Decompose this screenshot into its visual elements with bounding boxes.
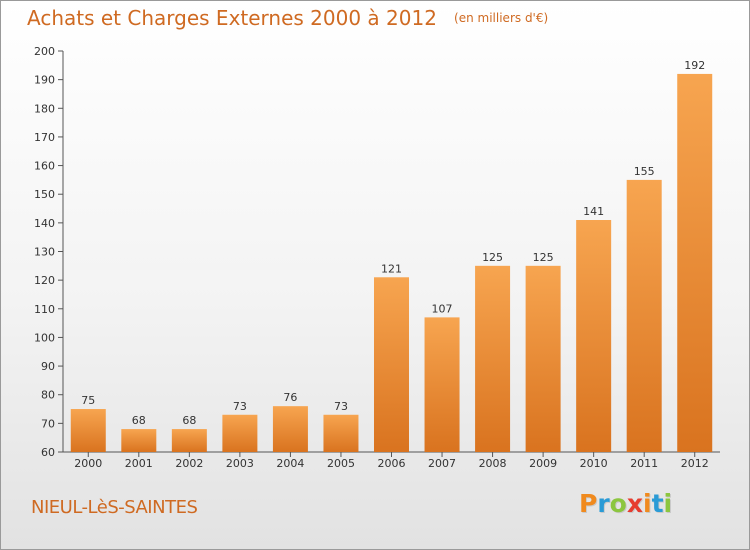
y-tick-label: 140 <box>34 217 55 230</box>
y-tick-label: 80 <box>41 389 55 402</box>
y-tick-label: 120 <box>34 274 55 287</box>
y-tick-label: 90 <box>41 360 55 373</box>
x-tick-label: 2007 <box>428 457 456 470</box>
bar-value-label: 76 <box>283 391 297 404</box>
bar-2002 <box>171 429 207 452</box>
bar-value-label: 75 <box>81 394 95 407</box>
chart-subtitle: (en milliers d'€) <box>454 11 549 25</box>
y-tick-label: 170 <box>34 131 55 144</box>
bar-2001 <box>121 429 157 452</box>
y-tick-label: 100 <box>34 331 55 344</box>
bar-2011 <box>626 179 662 452</box>
bar-value-label: 192 <box>684 59 705 72</box>
bars: 75 68 68 73 76 73 121 107 125 125 141 155 192 <box>70 59 713 453</box>
y-tick-label: 160 <box>34 160 55 173</box>
y-tick-label: 180 <box>34 102 55 115</box>
bar-value-label: 73 <box>334 400 348 413</box>
x-tick-label: 2004 <box>276 457 304 470</box>
bar-2010 <box>576 219 612 452</box>
x-tick-label: 2003 <box>226 457 254 470</box>
x-tick-label: 2009 <box>529 457 557 470</box>
x-tick-label: 2012 <box>681 457 709 470</box>
x-tick-label: 2005 <box>327 457 355 470</box>
bar-2009 <box>525 265 561 452</box>
bar-value-label: 73 <box>233 400 247 413</box>
title-block: Achats et Charges Externes 2000 à 2012 (… <box>27 6 548 30</box>
bar-2000 <box>70 409 106 452</box>
chart-title: Achats et Charges Externes 2000 à 2012 <box>27 6 437 30</box>
y-tick-label: 60 <box>41 446 55 459</box>
y-tick-label: 200 <box>34 45 55 58</box>
bar-2008 <box>475 265 511 452</box>
x-tick-label: 2000 <box>74 457 102 470</box>
bar-value-label: 125 <box>533 251 554 264</box>
bar-2012 <box>677 73 713 453</box>
bar-value-label: 121 <box>381 262 402 275</box>
bar-value-label: 141 <box>583 205 604 218</box>
bar-2004 <box>272 406 308 452</box>
x-tick-label: 2011 <box>630 457 658 470</box>
y-axis: 60 70 80 90 100 110 120 130 140 150 160 170 180 190 20… <box>34 45 64 459</box>
y-tick-label: 70 <box>41 417 55 430</box>
bar-value-label: 125 <box>482 251 503 264</box>
bar-value-label: 155 <box>634 165 655 178</box>
bar-2003 <box>222 414 258 452</box>
bar-value-label: 68 <box>182 414 196 427</box>
y-tick-label: 190 <box>34 74 55 87</box>
bar-2006 <box>374 277 409 452</box>
proxiti-logo[interactable]: Proxiti <box>579 489 673 518</box>
commune-name: NIEUL-LèS-SAINTES <box>31 497 198 518</box>
bar-2007 <box>424 317 460 452</box>
x-axis: 2000 2001 2002 2003 2004 2005 2006 2007 2008 2009… <box>63 451 720 470</box>
y-tick-label: 150 <box>34 188 55 201</box>
x-tick-label: 2002 <box>175 457 203 470</box>
x-tick-label: 2010 <box>580 457 608 470</box>
y-tick-label: 130 <box>34 246 55 259</box>
x-tick-label: 2008 <box>479 457 507 470</box>
y-tick-label: 110 <box>34 303 55 316</box>
x-tick-label: 2006 <box>378 457 406 470</box>
bar-value-label: 68 <box>132 414 146 427</box>
bar-value-label: 107 <box>432 302 453 315</box>
x-tick-label: 2001 <box>125 457 153 470</box>
bar-2005 <box>323 414 359 452</box>
